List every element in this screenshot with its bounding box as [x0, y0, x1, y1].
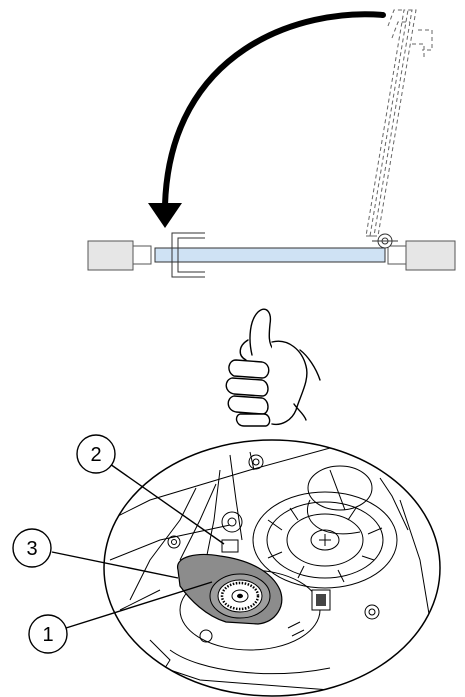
closed-panel	[154, 247, 386, 263]
open-panel-ghost	[365, 9, 433, 237]
leader-line-2	[109, 463, 225, 545]
leader-line-1	[65, 581, 213, 629]
thumbs-up-icon	[225, 308, 321, 427]
callout-3-number: 3	[26, 538, 37, 560]
callout-2-number: 2	[90, 444, 101, 466]
curved-arrow-icon	[162, 11, 386, 208]
leader-line-3	[51, 551, 179, 579]
arrow-head	[148, 203, 182, 228]
callout-3: 3	[12, 528, 52, 568]
panel-bracket	[171, 232, 205, 278]
callout-1-number: 1	[42, 624, 53, 646]
magnified-view: 2 3 1	[12, 434, 441, 697]
blower-fan	[177, 553, 283, 625]
right-housing-slot	[387, 245, 407, 265]
left-housing-block	[87, 240, 134, 271]
hinge	[372, 233, 398, 249]
left-housing-slot	[132, 245, 152, 265]
magnifier-circle	[103, 439, 441, 697]
leader-lines	[51, 463, 225, 629]
panel-close-step	[87, 9, 456, 278]
callout-1: 1	[28, 614, 68, 654]
right-housing-block	[405, 240, 456, 271]
callout-2: 2	[76, 434, 116, 474]
